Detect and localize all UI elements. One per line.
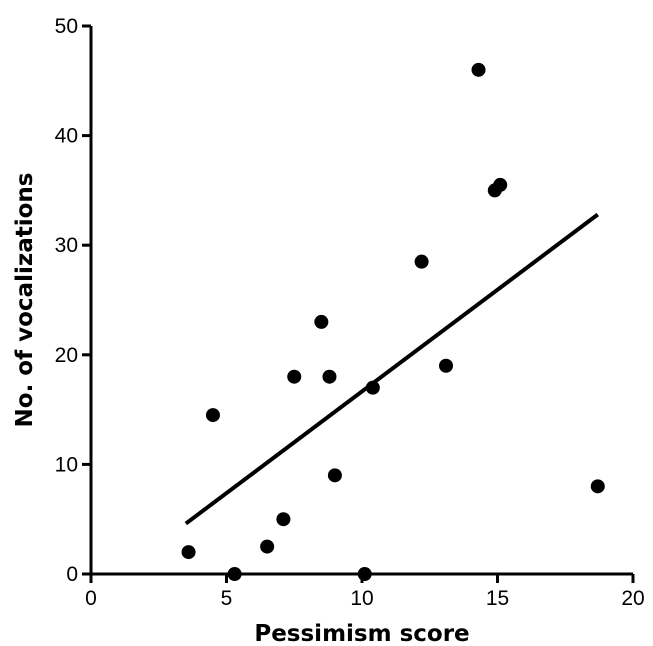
y-tick-label: 20: [55, 344, 78, 367]
data-point: [439, 358, 454, 373]
data-point: [365, 380, 380, 395]
data-point: [314, 314, 329, 329]
data-point: [260, 539, 275, 554]
data-point: [357, 567, 372, 581]
data-point: [205, 408, 220, 423]
data-point: [414, 254, 429, 269]
axes: 0 5 10 15 20 0 10 20 30 40 50: [55, 15, 645, 610]
x-tick-label: 0: [85, 587, 97, 610]
data-point: [276, 512, 291, 527]
y-axis-title: No. of vocalizations: [12, 173, 38, 428]
y-tick-label: 50: [55, 15, 78, 38]
trend-line: [184, 212, 599, 526]
data-points: [181, 62, 605, 581]
x-tick-label: 15: [486, 587, 509, 610]
x-tick-label: 5: [221, 587, 233, 610]
data-point: [322, 369, 337, 384]
data-point: [181, 545, 196, 560]
data-point: [327, 468, 342, 483]
y-tick-label: 0: [66, 563, 78, 586]
y-tick-label: 30: [55, 234, 78, 257]
trend-line-layer: [184, 212, 599, 526]
y-tick-label: 10: [55, 453, 78, 476]
x-axis-title: Pessimism score: [254, 621, 469, 646]
data-point: [471, 62, 486, 77]
x-tick-label: 10: [350, 587, 373, 610]
data-point: [493, 177, 508, 192]
data-point: [227, 567, 242, 581]
x-tick-label: 20: [621, 587, 644, 610]
data-point: [590, 479, 605, 494]
y-tick-label: 40: [55, 125, 78, 148]
data-point: [287, 369, 302, 384]
